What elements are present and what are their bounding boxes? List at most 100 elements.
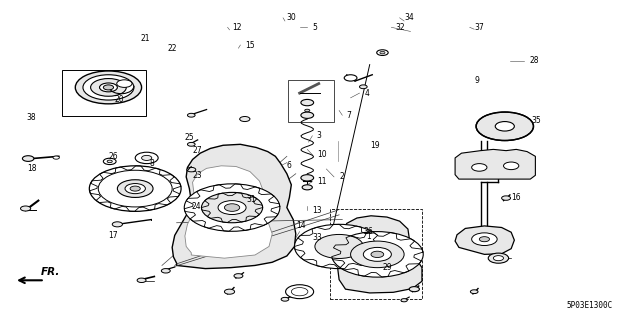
Circle shape [116, 80, 132, 87]
Circle shape [281, 297, 289, 301]
Bar [62, 70, 146, 116]
Circle shape [112, 222, 122, 227]
Circle shape [479, 237, 490, 242]
Text: 7: 7 [347, 111, 351, 120]
Circle shape [472, 233, 497, 246]
Circle shape [301, 112, 314, 118]
Circle shape [137, 278, 146, 283]
Circle shape [504, 162, 519, 170]
Circle shape [377, 50, 388, 56]
Circle shape [225, 289, 235, 294]
Circle shape [234, 274, 243, 278]
Circle shape [364, 248, 392, 261]
Circle shape [380, 51, 385, 54]
Polygon shape [172, 144, 296, 269]
Circle shape [141, 155, 152, 160]
Circle shape [409, 286, 419, 292]
Circle shape [470, 290, 478, 293]
Text: 27: 27 [193, 146, 202, 155]
Text: 28: 28 [529, 56, 538, 65]
Text: 16: 16 [511, 193, 521, 202]
Circle shape [332, 232, 423, 277]
Text: 31: 31 [246, 196, 257, 204]
Text: 19: 19 [370, 141, 380, 150]
Text: 26: 26 [108, 152, 118, 161]
Text: FR.: FR. [41, 267, 60, 277]
Text: 3: 3 [317, 131, 322, 140]
Text: 24: 24 [191, 202, 201, 211]
Polygon shape [338, 216, 422, 293]
Circle shape [90, 166, 181, 211]
Bar [330, 209, 422, 299]
Text: 18: 18 [27, 165, 36, 174]
Circle shape [360, 85, 367, 89]
Circle shape [22, 156, 34, 161]
Circle shape [53, 156, 60, 159]
Text: 4: 4 [365, 89, 369, 98]
Text: 29: 29 [383, 263, 392, 271]
Text: 38: 38 [27, 113, 36, 122]
Circle shape [100, 83, 117, 92]
Text: 25: 25 [185, 133, 195, 142]
Polygon shape [455, 226, 515, 254]
Text: 33: 33 [312, 234, 322, 242]
Circle shape [187, 167, 196, 172]
Text: 10: 10 [317, 150, 326, 159]
Circle shape [294, 224, 384, 269]
Text: 14: 14 [296, 221, 305, 230]
Circle shape [83, 75, 134, 100]
Text: 8: 8 [149, 159, 154, 168]
Circle shape [371, 251, 384, 257]
Circle shape [301, 100, 314, 106]
Circle shape [240, 116, 250, 122]
Text: 22: 22 [167, 44, 177, 53]
Text: 30: 30 [287, 13, 296, 22]
Circle shape [117, 180, 153, 197]
Circle shape [351, 241, 404, 268]
Circle shape [476, 112, 534, 141]
Text: 2: 2 [339, 172, 344, 182]
Text: 1: 1 [366, 233, 371, 241]
Text: 12: 12 [232, 23, 241, 32]
Text: 17: 17 [108, 231, 118, 240]
Circle shape [315, 234, 364, 258]
Polygon shape [185, 166, 272, 258]
Text: 37: 37 [474, 23, 484, 32]
Circle shape [91, 78, 126, 96]
Circle shape [125, 183, 145, 194]
Text: 20: 20 [115, 95, 124, 104]
Circle shape [285, 285, 314, 299]
Text: 15: 15 [245, 41, 255, 49]
Circle shape [107, 160, 112, 163]
Text: 5: 5 [312, 23, 317, 32]
Text: 35: 35 [532, 116, 541, 125]
Circle shape [493, 256, 504, 261]
Circle shape [291, 287, 308, 296]
Circle shape [472, 164, 487, 171]
Circle shape [135, 152, 158, 164]
Bar [288, 80, 334, 122]
Circle shape [502, 196, 511, 200]
Text: 23: 23 [193, 171, 202, 181]
Text: 9: 9 [474, 76, 479, 85]
Circle shape [301, 175, 314, 181]
Circle shape [188, 142, 195, 146]
Circle shape [188, 113, 195, 117]
Circle shape [99, 170, 172, 207]
Text: 5P03E1300C: 5P03E1300C [567, 301, 613, 310]
Text: 13: 13 [312, 206, 321, 215]
Polygon shape [455, 149, 536, 179]
Circle shape [344, 75, 357, 81]
Circle shape [495, 122, 515, 131]
Text: 11: 11 [317, 177, 326, 186]
Circle shape [76, 71, 141, 104]
Circle shape [225, 204, 240, 211]
Text: 6: 6 [287, 161, 292, 170]
Circle shape [161, 269, 170, 273]
Text: 34: 34 [404, 13, 414, 22]
Text: 21: 21 [140, 34, 150, 43]
Circle shape [20, 206, 31, 211]
Text: 32: 32 [395, 23, 405, 32]
Circle shape [130, 186, 140, 191]
Circle shape [302, 185, 312, 190]
